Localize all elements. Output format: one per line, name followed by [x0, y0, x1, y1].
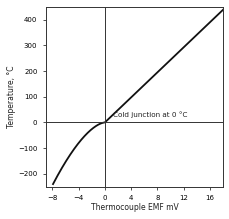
X-axis label: Thermocouple EMF mV: Thermocouple EMF mV [90, 203, 177, 212]
Text: Cold junction at 0 °C: Cold junction at 0 °C [112, 112, 186, 118]
Y-axis label: Temperature, °C: Temperature, °C [7, 65, 16, 128]
